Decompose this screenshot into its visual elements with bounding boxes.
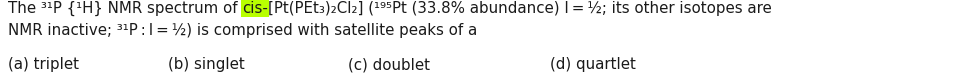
Text: NMR inactive; ³¹P : I = ½) is comprised with satellite peaks of a: NMR inactive; ³¹P : I = ½) is comprised …	[8, 23, 477, 38]
Text: cis-: cis-	[242, 1, 269, 16]
Text: [Pt(PEt₃)₂Cl₂] (¹⁹⁵Pt (33.8% abundance) I = ½; its other isotopes are: [Pt(PEt₃)₂Cl₂] (¹⁹⁵Pt (33.8% abundance) …	[269, 1, 772, 16]
Text: (d) quartlet: (d) quartlet	[550, 57, 636, 72]
Text: (b) singlet: (b) singlet	[168, 57, 245, 72]
Text: (c) doublet: (c) doublet	[348, 57, 430, 72]
Text: (a) triplet: (a) triplet	[8, 57, 79, 72]
Text: The ³¹P {¹H} NMR spectrum of: The ³¹P {¹H} NMR spectrum of	[8, 1, 242, 16]
